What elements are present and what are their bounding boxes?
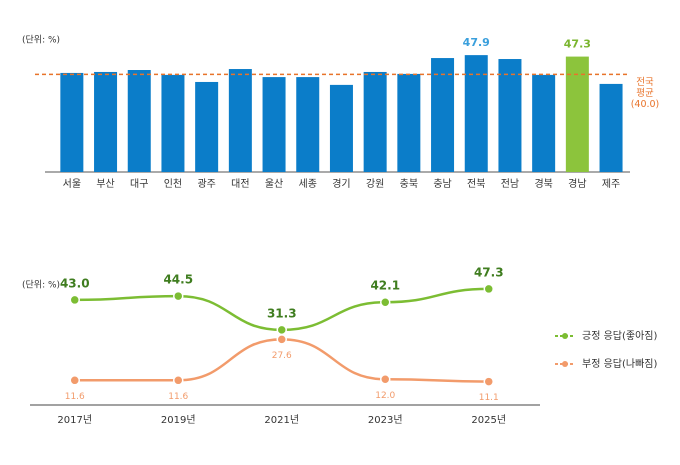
point: [483, 376, 494, 387]
value-label: 47.3: [564, 38, 591, 51]
x-tick-label: 강원: [366, 178, 384, 190]
legend-label: 긍정 응답(좋아짐): [582, 330, 657, 342]
unit-label: (단위: %): [22, 35, 60, 46]
x-tick-label: 전북: [467, 178, 485, 190]
bar: [127, 70, 151, 172]
x-tick-label: 2019년: [161, 414, 196, 426]
bar: [498, 59, 522, 172]
value-label: 11.1: [479, 393, 499, 403]
bar: [94, 71, 118, 172]
reference-label: (40.0): [631, 99, 660, 110]
x-tick-label: 광주: [197, 178, 215, 190]
x-tick-label: 대구: [130, 178, 148, 190]
reference-label: 전국: [636, 77, 654, 88]
bar: [363, 71, 387, 172]
value-label: 43.0: [60, 276, 90, 290]
bar: [599, 83, 623, 172]
point: [380, 296, 391, 308]
value-label: 47.3: [474, 265, 504, 279]
point: [69, 294, 80, 306]
x-tick-label: 대전: [231, 178, 249, 190]
x-tick-label: 경남: [568, 177, 586, 190]
bar: [532, 74, 556, 172]
x-tick-label: 경기: [332, 177, 350, 190]
x-tick-label: 2017년: [57, 414, 92, 426]
x-tick-label: 2025년: [471, 414, 506, 426]
bar: [195, 81, 219, 172]
point: [173, 375, 184, 386]
x-tick-label: 부산: [96, 178, 114, 190]
value-label: 27.6: [272, 351, 292, 361]
bar: [161, 74, 185, 172]
legend-marker: [562, 361, 568, 367]
x-tick-label: 전남: [501, 178, 519, 190]
value-label: 11.6: [65, 392, 85, 402]
point: [69, 375, 80, 386]
bar: [262, 77, 286, 172]
point: [380, 374, 391, 385]
legend-marker: [562, 333, 568, 339]
bar: [397, 73, 421, 172]
reference-label: 평균: [636, 88, 654, 99]
x-tick-label: 충남: [433, 178, 451, 190]
value-label: 11.6: [168, 392, 188, 402]
x-tick-label: 2023년: [368, 414, 403, 426]
value-label: 12.0: [375, 391, 395, 401]
legend-label: 부정 응답(나빠짐): [582, 358, 657, 370]
x-tick-label: 인천: [164, 178, 182, 190]
bar: [464, 55, 488, 172]
x-tick-label: 서울: [63, 178, 81, 190]
x-tick-label: 경북: [534, 177, 552, 190]
point: [276, 324, 287, 336]
bar: [565, 56, 589, 173]
value-label: 31.3: [267, 306, 297, 320]
point: [173, 290, 184, 302]
unit-label: (단위: %): [22, 280, 60, 291]
x-tick-label: 충북: [400, 178, 418, 190]
bar: [60, 72, 84, 172]
value-label: 44.5: [163, 273, 193, 287]
bar: [431, 58, 455, 172]
point: [483, 283, 494, 295]
bar: [296, 77, 320, 172]
bar: [228, 69, 252, 172]
x-tick-label: 세종: [299, 178, 317, 190]
x-tick-label: 울산: [265, 178, 283, 190]
x-tick-label: 제주: [602, 178, 620, 190]
value-label: 47.9: [463, 36, 490, 49]
x-tick-label: 2021년: [264, 414, 299, 426]
value-label: 42.1: [370, 279, 400, 293]
point: [276, 334, 287, 345]
bar: [329, 84, 353, 172]
